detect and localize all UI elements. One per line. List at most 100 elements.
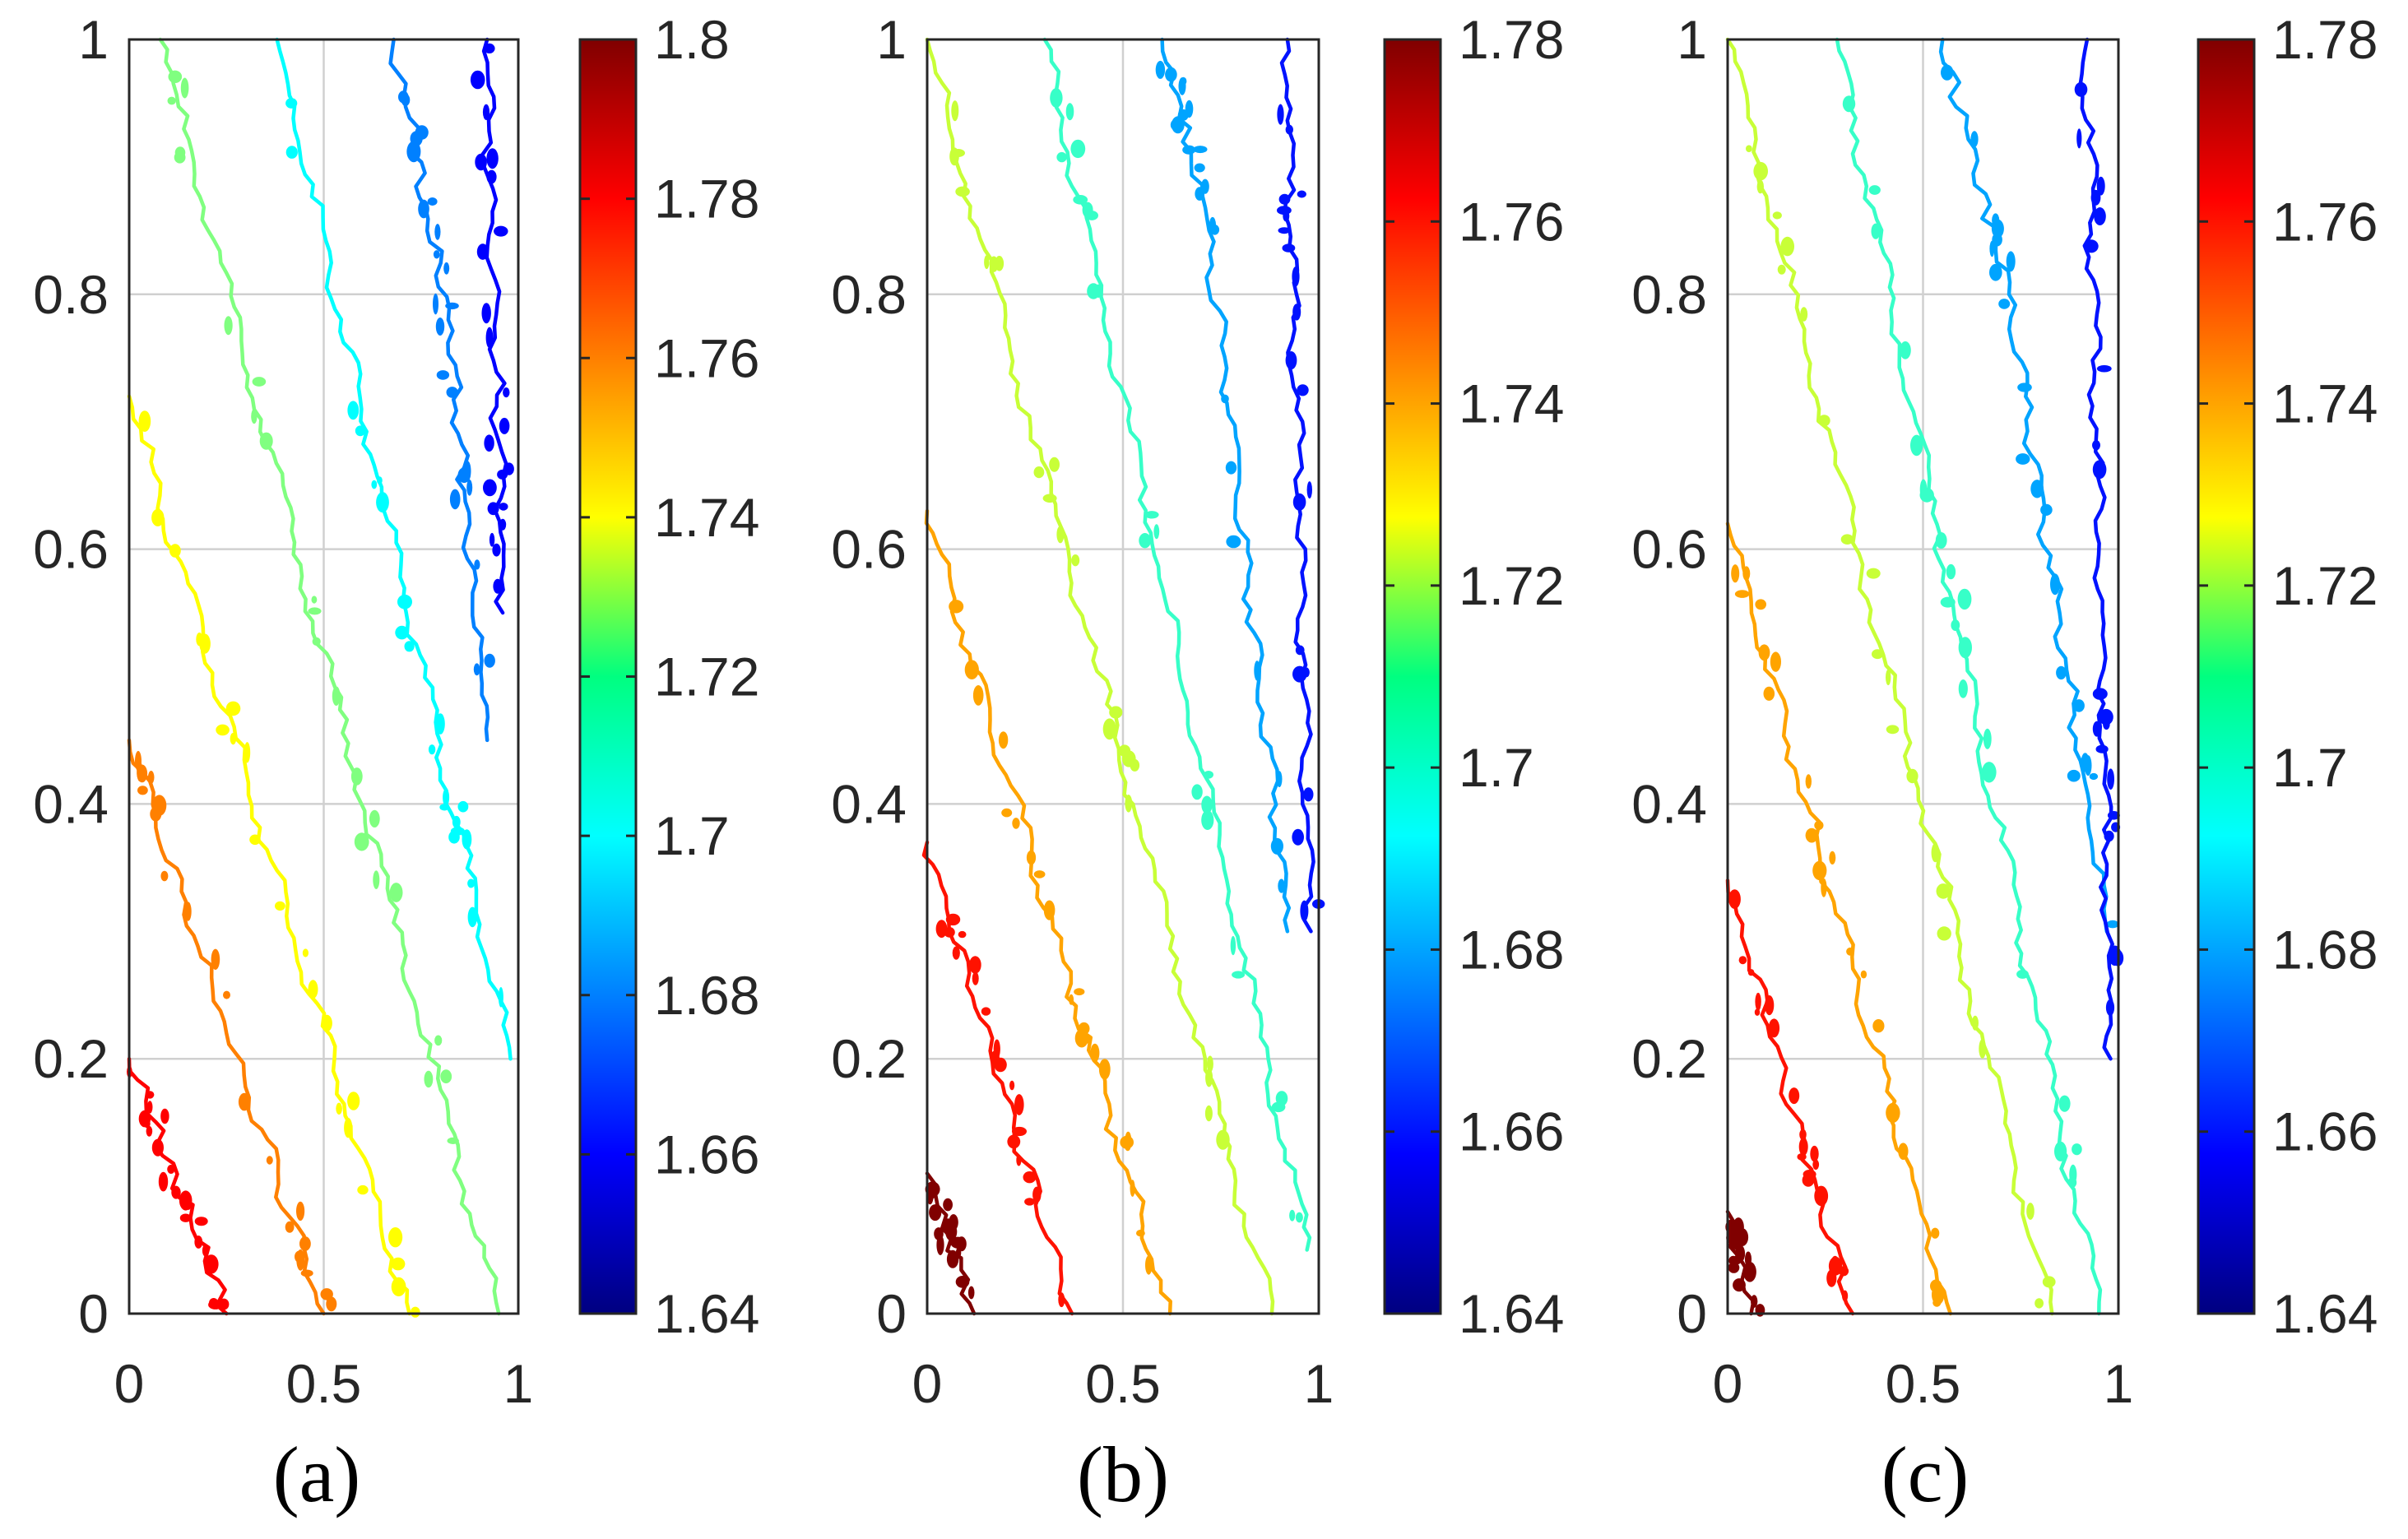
contour-island [152, 795, 167, 816]
contour-island [1292, 828, 1304, 846]
contour-island [2072, 1143, 2082, 1156]
contour-line-1_66 [1279, 37, 1315, 934]
contour-island [944, 927, 955, 938]
contour-island [457, 467, 471, 484]
contour-island [1871, 223, 1881, 239]
contour-island [1254, 661, 1260, 681]
contour-island [1069, 994, 1074, 1005]
contour-island [1805, 774, 1812, 789]
y-tick-label: 0.6 [33, 519, 109, 580]
contour-island [1016, 1154, 1022, 1166]
contour-island [1012, 818, 1020, 829]
contour-island [446, 387, 458, 398]
contour-island [1155, 60, 1166, 79]
x-tick-label: 0 [114, 1353, 145, 1414]
contour-island [1102, 718, 1116, 740]
contour-island [466, 480, 473, 496]
contour-island [1295, 1212, 1303, 1223]
contour-island [285, 146, 298, 159]
y-tick-label: 1 [876, 9, 907, 70]
contour-island [969, 956, 981, 974]
panel-caption: (a) [273, 1430, 361, 1518]
contour-island [2076, 128, 2082, 149]
contour-island [1886, 725, 1900, 735]
contour-island [1738, 956, 1747, 965]
colorbar-tick-label: 1.64 [1459, 1283, 1564, 1344]
contour-island [223, 990, 230, 999]
contour-island [475, 153, 487, 171]
contour-island [1277, 104, 1284, 125]
contour-island [487, 502, 499, 516]
contour-island [151, 1138, 164, 1157]
contour-island [1130, 758, 1140, 772]
contour-island [972, 685, 984, 706]
contour-island [180, 77, 189, 99]
colorbar-tick-label: 1.74 [2272, 373, 2378, 434]
contour-island [168, 70, 183, 84]
contour-island [158, 1171, 169, 1192]
contour-island [1900, 341, 1911, 359]
contour-island [373, 870, 380, 889]
contour-island [503, 462, 514, 475]
colorbar-tick-label: 1.76 [654, 327, 759, 388]
contour-island [1753, 161, 1768, 181]
contour-island [470, 70, 485, 90]
colorbar-tick-label: 1.78 [654, 169, 759, 229]
contour-line-1_66 [2078, 37, 2114, 1061]
contour-island [2090, 189, 2101, 206]
contour-line-1_78 [127, 1056, 229, 1316]
contour-island [1118, 744, 1131, 757]
contour-island [1780, 236, 1794, 257]
contour-island [138, 410, 151, 432]
x-tick-label: 1 [2104, 1353, 2134, 1414]
contour-island [1082, 202, 1093, 218]
contour-island [1232, 971, 1246, 979]
contour-island [1989, 240, 1995, 257]
contour-island [1130, 1180, 1135, 1197]
contour-island [1758, 644, 1770, 661]
contour-island [184, 902, 192, 921]
contour-island [204, 1254, 219, 1274]
contour-island [949, 600, 964, 614]
contour-island [1821, 878, 1827, 897]
contour-island [211, 948, 220, 971]
contour-island [1098, 1059, 1111, 1080]
contour-island [146, 1125, 153, 1137]
contour-island [1024, 1198, 1035, 1206]
contour-island [1970, 131, 1979, 148]
contour-island [1755, 599, 1766, 610]
contour-island [266, 1156, 273, 1165]
contour-island [389, 883, 403, 902]
panel-a: 0 0.5 1 0 0.2 0.4 0.6 0.8 1 1.64 1.66 1.68 1.7 1.72 1.… [33, 9, 759, 1518]
contour-island [1206, 1055, 1213, 1073]
contour-island [436, 370, 450, 380]
contour-island [929, 1184, 939, 1197]
contour-island [2035, 1298, 2044, 1309]
contour-island [1983, 728, 1992, 749]
x-tick-label: 0 [912, 1353, 943, 1414]
contour-line-1_68 [1938, 37, 2109, 934]
contour-line-1_68 [1160, 37, 1292, 934]
colorbar [1383, 38, 1442, 1315]
contour-island [1946, 563, 1956, 580]
colorbar-tick-label: 1.68 [2272, 919, 2378, 980]
contour-island [1731, 564, 1740, 583]
contour-island [350, 767, 363, 786]
contour-island [1797, 1153, 1807, 1161]
contour-island [1201, 795, 1213, 814]
contour-island [1043, 900, 1056, 920]
contour-island [484, 653, 495, 668]
contour-island [388, 1227, 403, 1248]
contour-island [1109, 706, 1123, 719]
contour-island [2067, 1176, 2077, 1189]
contour-line-1_72 [925, 37, 1275, 1316]
contour-island [484, 434, 494, 452]
contour-island [1209, 216, 1217, 234]
x-tick-label: 0.5 [286, 1353, 362, 1414]
contour-island [1830, 1255, 1840, 1273]
contour-island [2099, 708, 2113, 725]
contour-island [147, 771, 155, 784]
contour-island [984, 255, 990, 270]
contour-island [1733, 1217, 1744, 1237]
colorbar-tick-label: 1.64 [2272, 1283, 2378, 1344]
